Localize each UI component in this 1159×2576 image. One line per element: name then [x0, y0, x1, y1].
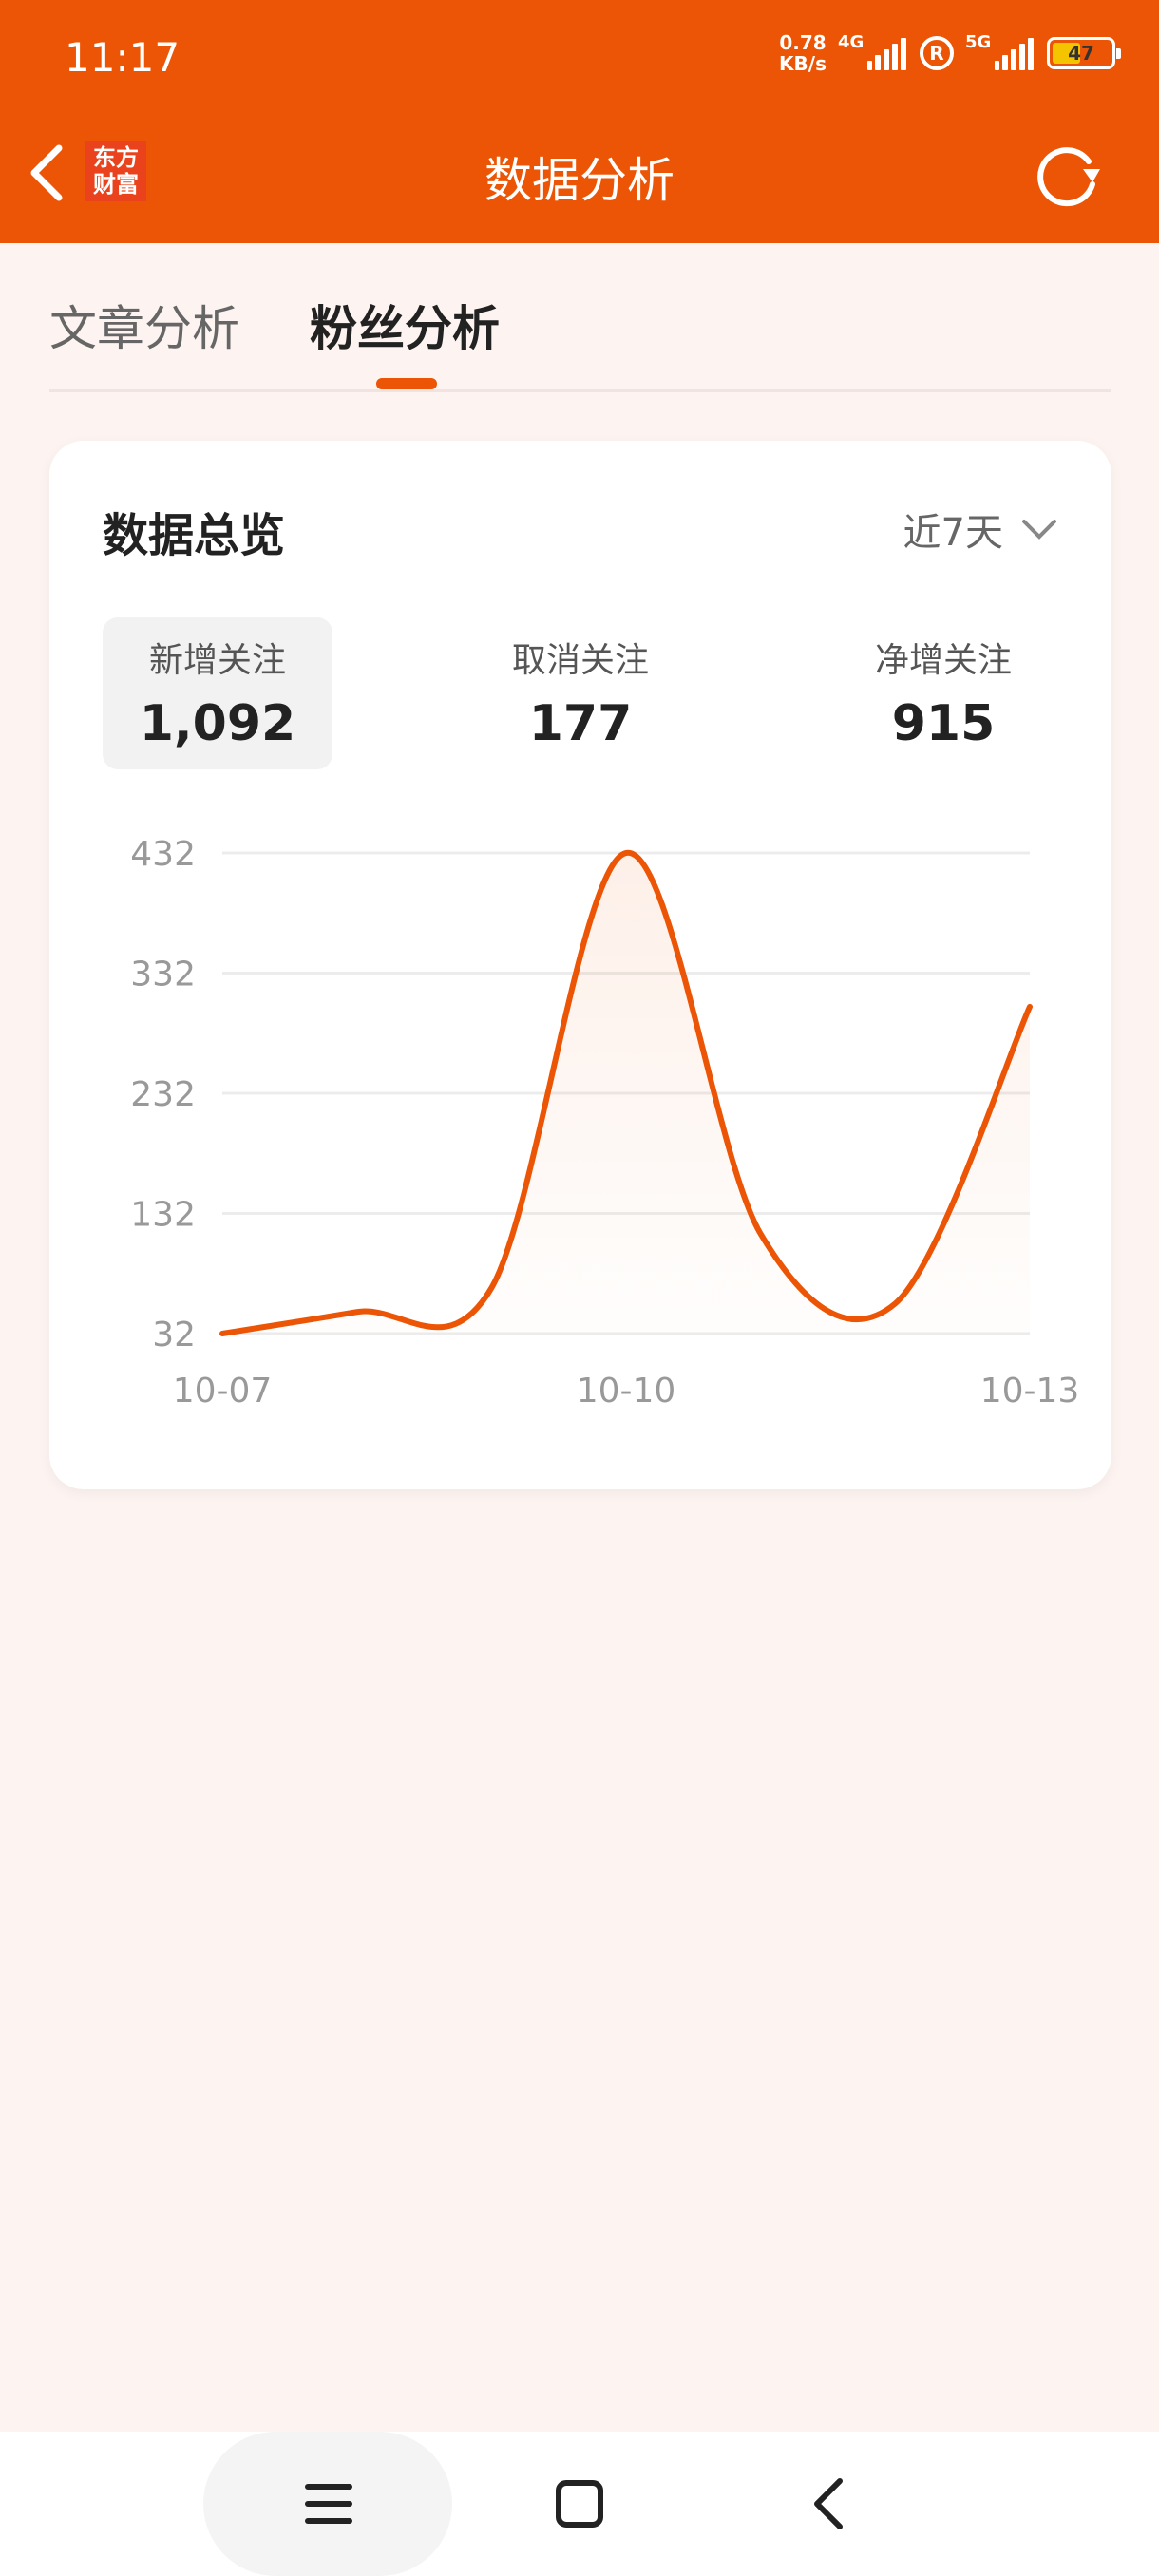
back-arrow-icon[interactable]: [23, 142, 70, 203]
overview-title: 数据总览: [103, 509, 286, 562]
tab-fans-analysis[interactable]: 粉丝分析: [310, 301, 500, 356]
range-selector[interactable]: 近7天: [903, 502, 1058, 557]
x-tick-label: 10-07: [173, 1372, 273, 1411]
follows-line-chart: 32 132 232 332 432 10-07 10-10 10-13: [130, 835, 1080, 1411]
menu-icon[interactable]: [298, 2473, 359, 2534]
net-speed: 0.78 KB/s: [779, 31, 826, 75]
overview-card: 数据总览 近7天 新增关注 1,092 取消关注 177 净增关注 915 32…: [49, 441, 1112, 1489]
series-line: [219, 849, 1033, 1336]
y-tick-label: 32: [152, 1316, 196, 1354]
system-nav-bar: [0, 2432, 1159, 2576]
series-area: [222, 852, 1030, 1334]
stat-new-follows[interactable]: 新增关注 1,092: [103, 617, 332, 769]
battery-icon: 47: [1047, 37, 1121, 69]
chevron-down-icon: [1022, 520, 1056, 540]
range-label: 近7天: [902, 511, 1003, 555]
active-tab-indicator: [376, 378, 437, 389]
page-title: 数据分析: [484, 153, 674, 208]
app-logo: 东方 财富: [86, 141, 146, 201]
y-tick-label: 432: [130, 835, 196, 874]
stat-unfollows[interactable]: 取消关注 177: [511, 641, 649, 752]
signal-5g-icon: 5G: [965, 32, 1034, 70]
refresh-icon[interactable]: [1034, 141, 1102, 209]
nav-back-icon[interactable]: [800, 2473, 861, 2534]
x-tick-label: 10-10: [577, 1372, 676, 1411]
tab-bar: 文章分析 粉丝分析: [49, 291, 1112, 392]
app-header: 11:17 0.78 KB/s 4G R 5G 47 东方 财富: [0, 0, 1159, 243]
signal-4g-icon: 4G: [838, 32, 906, 70]
status-time: 11:17: [65, 34, 180, 81]
tab-article-analysis[interactable]: 文章分析: [49, 301, 239, 356]
stat-net-follows[interactable]: 净增关注 915: [874, 641, 1012, 752]
y-tick-label: 232: [130, 1075, 196, 1114]
y-tick-label: 132: [130, 1196, 196, 1235]
x-tick-label: 10-13: [980, 1372, 1080, 1411]
roaming-icon: R: [920, 36, 954, 70]
y-tick-label: 332: [130, 956, 196, 994]
home-square-icon[interactable]: [549, 2473, 610, 2534]
status-icons: 0.78 KB/s 4G R 5G 47: [779, 31, 1121, 75]
